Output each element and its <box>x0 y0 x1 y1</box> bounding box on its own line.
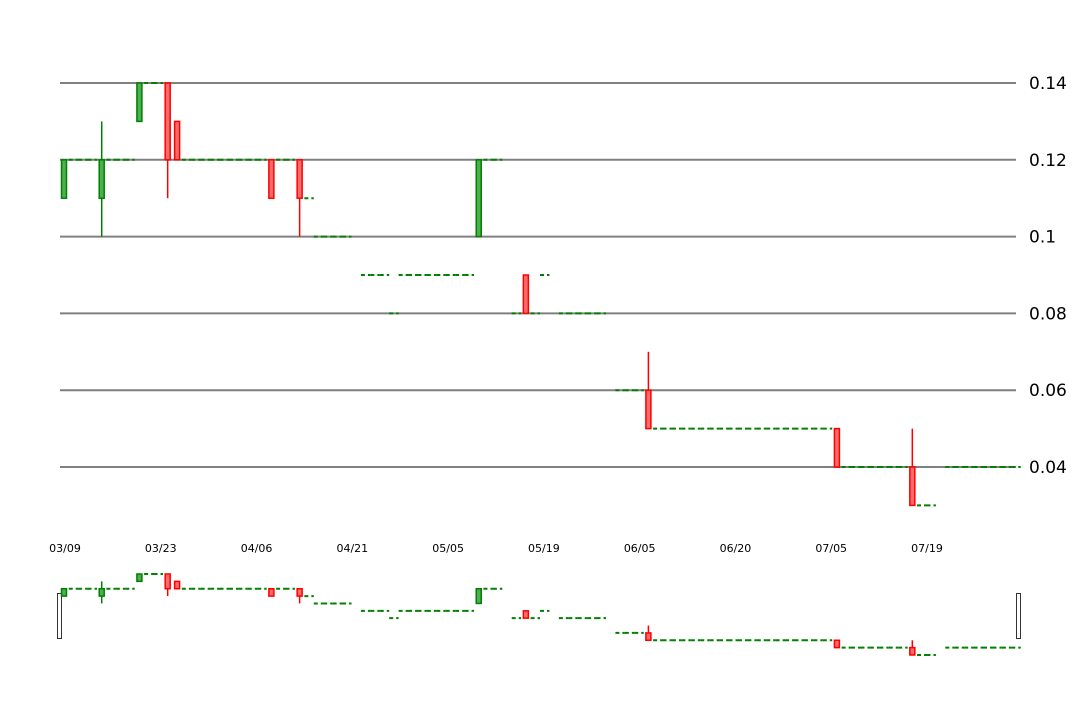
navigator-candle <box>522 610 530 619</box>
x-tick-label: 07/19 <box>911 542 943 555</box>
candle <box>475 159 482 238</box>
navigator[interactable] <box>57 573 1021 656</box>
y-tick-label: 0.08 <box>1029 304 1067 324</box>
body <box>522 274 530 315</box>
navigator-candle <box>296 587 303 604</box>
body <box>645 632 652 642</box>
y-tick-label: 0.14 <box>1029 74 1067 94</box>
body <box>833 639 841 649</box>
navigator-candle <box>645 625 652 642</box>
body <box>268 587 275 597</box>
y-tick-label: 0.12 <box>1029 151 1067 171</box>
x-axis: 03/09 03/23 04/06 04/21 05/05 05/19 06/05 06/20… <box>49 542 943 555</box>
navigator-candle <box>909 640 916 656</box>
x-tick-label: 04/06 <box>241 542 273 555</box>
body <box>60 159 68 199</box>
candle <box>296 159 303 237</box>
navigator-candle <box>475 587 482 605</box>
body <box>60 587 68 597</box>
candle <box>136 82 143 123</box>
candle <box>164 82 171 199</box>
navigator-candle <box>268 587 275 597</box>
body <box>296 587 303 597</box>
body <box>909 466 916 507</box>
body <box>296 159 303 199</box>
grid-lines <box>60 82 1016 468</box>
navigator-candle <box>98 581 105 604</box>
body <box>909 646 916 656</box>
body <box>173 580 181 590</box>
body <box>268 159 275 199</box>
navigator-candle <box>60 587 68 597</box>
candle <box>645 351 652 430</box>
y-tick-label: 0.04 <box>1029 458 1067 478</box>
navigator-candle <box>136 573 143 583</box>
x-tick-label: 06/20 <box>720 542 752 555</box>
candle <box>60 159 68 199</box>
x-tick-label: 03/23 <box>145 542 177 555</box>
x-tick-label: 05/05 <box>432 542 464 555</box>
body <box>164 573 171 590</box>
navigator-candle <box>164 573 171 597</box>
candle <box>522 274 530 315</box>
x-tick-label: 04/21 <box>336 542 368 555</box>
main-candles <box>60 82 1021 507</box>
body <box>522 610 530 619</box>
candle <box>909 428 916 507</box>
y-axis: 0.14 0.12 0.1 0.08 0.06 0.04 <box>1029 74 1067 478</box>
navigator-right-handle[interactable] <box>1016 593 1021 639</box>
candle <box>833 427 841 468</box>
candle <box>173 120 181 161</box>
y-tick-label: 0.06 <box>1029 381 1067 401</box>
navigator-candle <box>173 580 181 590</box>
body <box>833 427 841 468</box>
navigator-left-handle[interactable] <box>57 593 62 639</box>
body <box>136 82 143 123</box>
body <box>645 389 652 430</box>
x-tick-label: 03/09 <box>49 542 81 555</box>
body <box>98 159 105 199</box>
body <box>164 82 171 161</box>
navigator-candles <box>60 573 1021 656</box>
x-tick-label: 07/05 <box>815 542 847 555</box>
body <box>98 587 105 597</box>
body <box>475 159 482 238</box>
x-tick-label: 06/05 <box>624 542 656 555</box>
candle <box>98 121 105 237</box>
body <box>136 573 143 583</box>
body <box>173 120 181 161</box>
navigator-candle <box>833 639 841 649</box>
body <box>475 587 482 605</box>
candle <box>268 159 275 199</box>
x-tick-label: 05/19 <box>528 542 560 555</box>
y-tick-label: 0.1 <box>1029 228 1056 248</box>
